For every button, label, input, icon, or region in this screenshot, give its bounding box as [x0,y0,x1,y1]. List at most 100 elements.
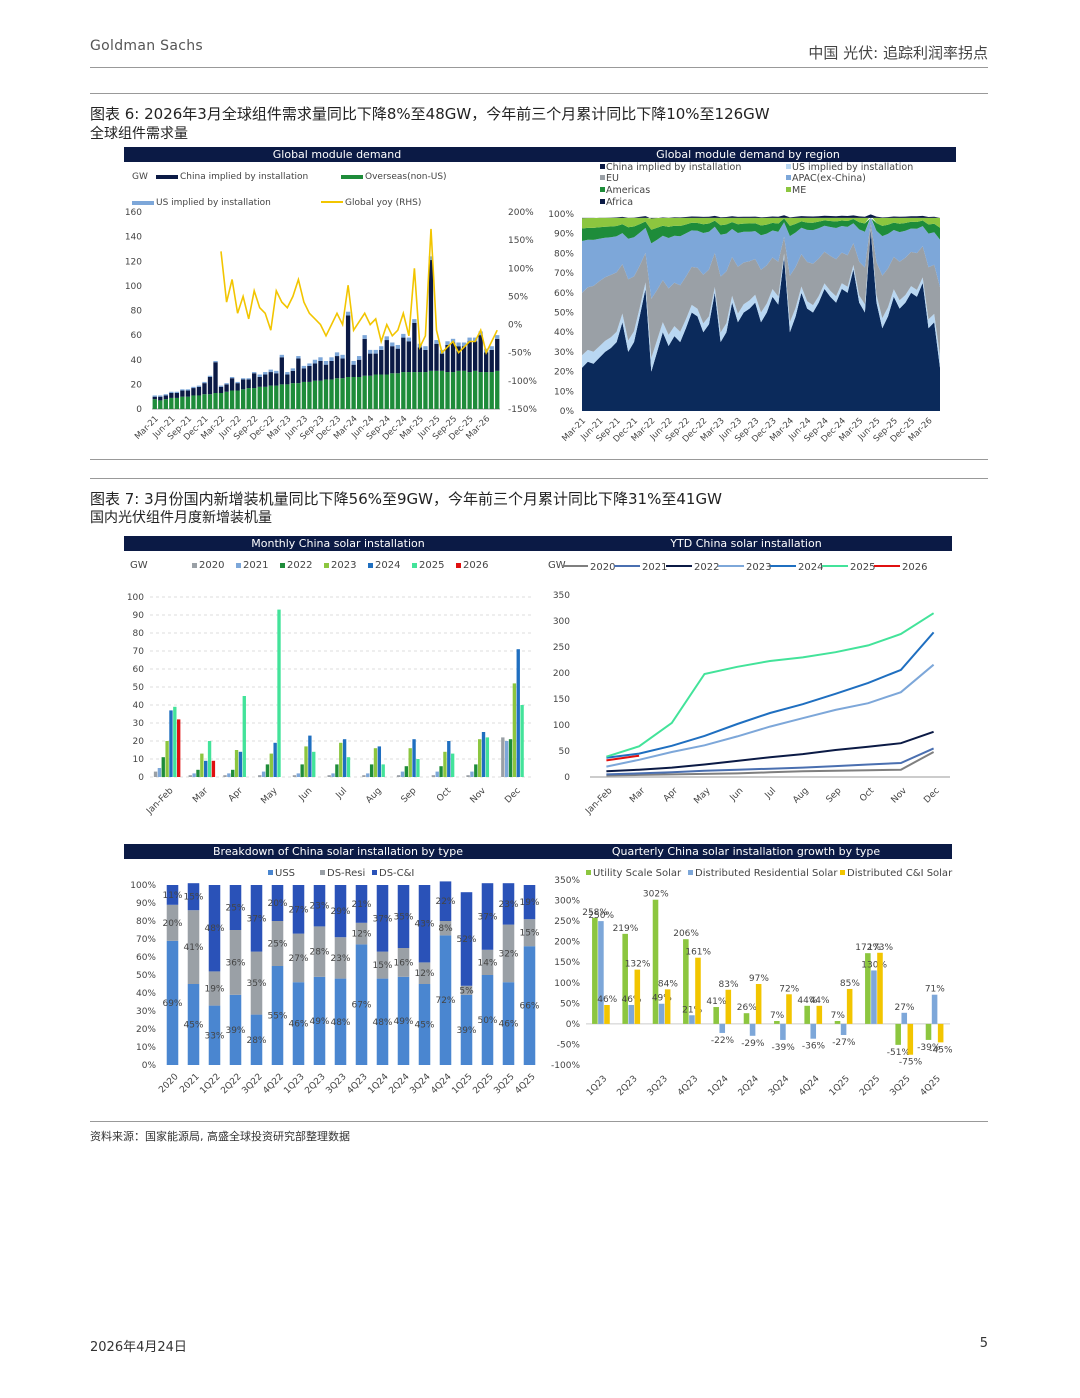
x-tick-label: 3Q24 [767,1074,791,1098]
y-tick-label: 0 [564,773,570,783]
y2-tick-label: 200% [508,208,534,218]
bar-distributed-c-i-solar [846,988,853,1024]
bar-overseas-non-us- [445,372,450,409]
bar-china-implied-by-installation [218,386,224,393]
bar-2022 [508,739,513,777]
bar-us-implied-by-installation [445,341,450,345]
bar-china-implied-by-installation [202,383,207,395]
data-label: 39% [456,1026,476,1036]
bar-overseas-non-us- [461,370,467,409]
y2-tick-label: -150% [508,405,537,415]
bar-china-implied-by-installation [406,341,412,373]
bar-distributed-residential-solar [901,1012,908,1024]
y-tick-label: 300% [554,897,580,907]
bar-china-implied-by-installation [439,353,445,371]
bar-2024 [516,649,520,777]
bar-2022 [196,769,200,777]
bar-2021 [261,771,266,777]
bar-overseas-non-us- [246,388,251,409]
data-label: 46% [597,995,617,1005]
bar-overseas-non-us- [379,374,384,409]
bar-2022 [231,769,235,777]
bar-overseas-non-us- [478,372,483,409]
bar-distributed-c-i-solar [634,969,641,1024]
data-label: 22% [435,897,455,907]
section-rule-4 [90,1121,988,1122]
data-label: 23% [330,954,350,964]
bar-china-implied-by-installation [495,338,500,371]
quarterly-growth-bar [540,844,952,859]
data-label: 48% [372,1018,392,1028]
bar-2022 [161,757,165,777]
y-tick-label: 30% [136,1007,156,1017]
bar-uss [208,1005,221,1065]
legend-label: Utility Scale Solar [593,868,682,879]
data-label: -51% [887,1048,911,1058]
legend-swatch [600,199,605,204]
bar-overseas-non-us- [406,372,412,409]
x-tick-label: 4Q23 [345,1072,369,1096]
y-tick-label: 0 [136,405,142,415]
x-tick-label: Oct [858,786,876,804]
bar-overseas-non-us- [489,372,494,409]
x-tick-label: Jan-Feb [583,786,614,817]
section-rule-3 [90,478,988,479]
y-tick-label: 160 [125,208,142,218]
bar-distributed-residential-solar [840,1023,847,1035]
legend-label: US implied by installation [792,162,913,173]
data-label: 25% [225,904,245,914]
bar-ds-resi [397,948,410,977]
bar-us-implied-by-installation [180,389,185,391]
x-tick-label: 2Q25 [471,1072,495,1096]
data-label: 7% [770,1011,785,1021]
bar-distributed-residential-solar [598,921,604,1024]
bar-overseas-non-us- [401,372,406,409]
y-tick-label: 20 [131,380,143,390]
bar-2021 [435,771,439,777]
data-label: -22% [711,1036,735,1046]
y-tick-label: 40% [554,328,574,338]
data-label: 97% [749,974,769,984]
bar-overseas-non-us- [207,394,213,409]
line-2026 [606,754,640,762]
y-tick-label: 40% [136,989,156,999]
bar-us-implied-by-installation [174,391,180,393]
bar-overseas-non-us- [384,374,389,409]
bar-overseas-non-us- [301,381,307,409]
legend-swatch [688,870,693,875]
area-china [582,229,940,411]
bar-distributed-c-i-solar [877,952,883,1024]
bar-us-implied-by-installation [489,346,494,350]
legend-label: Distributed C&I Solar [847,868,953,879]
y-tick-label: 140 [125,233,142,243]
bar-2023 [200,753,204,777]
bar-us-implied-by-installation [356,356,362,360]
x-tick-label: 3Q24 [408,1072,432,1096]
data-label: 36% [225,958,245,968]
bar-us-implied-by-installation [373,349,378,354]
data-label: 258% [582,908,608,918]
bar-2021 [157,768,162,777]
data-label: 52% [456,935,476,945]
bar-us-implied-by-installation [246,378,251,380]
bar-2023 [477,739,482,777]
data-label: 46% [288,1020,308,1030]
installation-breakdown-title: Breakdown of China solar installation by… [213,845,463,858]
y2-tick-label: 0% [508,321,523,331]
legend-label: China implied by installation [180,172,308,182]
legend-label: Africa [606,197,633,208]
data-label: 55% [267,1012,287,1022]
data-label: 27% [288,954,308,964]
bar-overseas-non-us- [340,378,345,409]
bar-utility-scale-solar [804,1005,810,1024]
x-tick-label: Aug [791,786,811,806]
figure-6-subtitle: 全球组件需求量 [90,126,188,142]
y-tick-label: 0% [560,407,575,417]
data-label: 14% [477,958,497,968]
data-label: 302% [643,890,669,900]
legend-label: China implied by installation [606,162,741,173]
x-tick-label: 2021 [178,1072,201,1095]
bar-china-implied-by-installation [417,347,423,373]
data-label: 83% [719,980,739,990]
bar-china-implied-by-installation [434,343,439,371]
